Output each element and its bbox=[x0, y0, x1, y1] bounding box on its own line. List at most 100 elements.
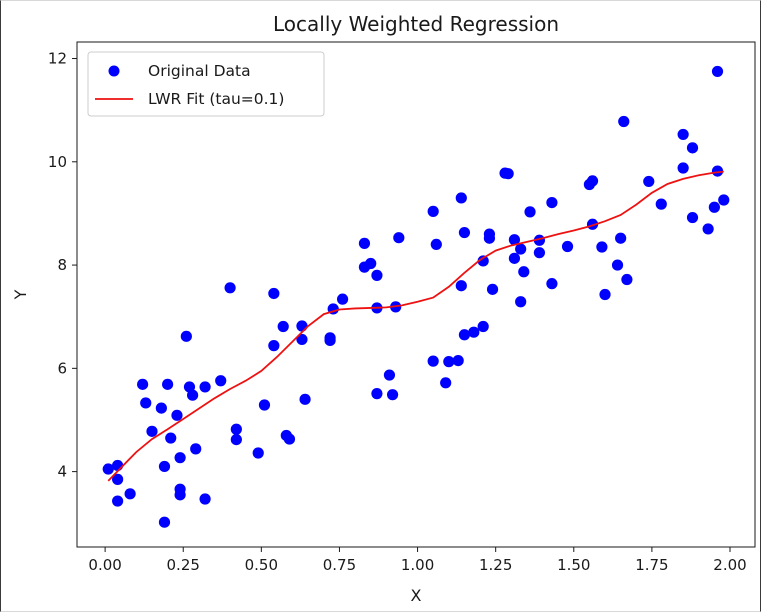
data-point-25 bbox=[230, 434, 242, 446]
data-point-8 bbox=[155, 402, 167, 414]
data-point-27 bbox=[252, 447, 264, 459]
scatter-series bbox=[102, 65, 730, 528]
data-point-87 bbox=[618, 115, 630, 128]
data-point-46 bbox=[371, 388, 383, 400]
legend: Original Data LWR Fit (tau=0.1) bbox=[87, 51, 325, 117]
data-point-43 bbox=[365, 257, 377, 270]
data-point-94 bbox=[686, 211, 699, 224]
data-point-21 bbox=[199, 381, 211, 393]
y-axis: 4 6 8 10 12 bbox=[48, 50, 77, 481]
data-point-12 bbox=[165, 432, 177, 444]
data-point-58 bbox=[455, 280, 467, 292]
data-point-48 bbox=[386, 389, 399, 401]
data-point-55 bbox=[443, 356, 455, 368]
data-point-54 bbox=[440, 377, 452, 389]
data-point-62 bbox=[477, 255, 489, 267]
data-point-14 bbox=[174, 452, 186, 464]
data-point-98 bbox=[711, 65, 724, 78]
data-point-10 bbox=[158, 460, 171, 473]
data-point-7 bbox=[146, 425, 158, 437]
data-point-91 bbox=[677, 128, 689, 141]
x-tick-label: 0.75 bbox=[323, 556, 356, 574]
data-point-28 bbox=[258, 399, 271, 411]
data-point-95 bbox=[702, 223, 714, 235]
y-axis-label: Y bbox=[11, 289, 30, 300]
data-point-83 bbox=[596, 241, 608, 253]
data-point-93 bbox=[686, 142, 699, 154]
data-point-47 bbox=[383, 369, 396, 381]
data-point-44 bbox=[371, 269, 383, 281]
data-point-1 bbox=[112, 459, 124, 472]
data-point-34 bbox=[296, 320, 308, 332]
x-tick-label: 1.25 bbox=[479, 556, 512, 574]
data-point-23 bbox=[215, 375, 227, 387]
data-point-26 bbox=[230, 423, 242, 435]
data-point-2 bbox=[112, 473, 124, 485]
data-point-60 bbox=[458, 329, 471, 341]
data-point-61 bbox=[468, 326, 480, 338]
x-axis: 0.00 0.25 0.50 0.75 1.00 1.25 1.50 1.75 2.00 bbox=[88, 547, 747, 574]
legend-marker-original-data bbox=[108, 65, 120, 77]
y-tick-label: 12 bbox=[48, 50, 67, 68]
data-point-31 bbox=[277, 320, 289, 333]
y-tick-label: 6 bbox=[57, 359, 67, 377]
data-point-71 bbox=[515, 243, 527, 255]
data-point-6 bbox=[140, 397, 152, 409]
data-point-90 bbox=[655, 198, 667, 210]
data-point-19 bbox=[187, 389, 199, 401]
x-tick-label: 1.00 bbox=[401, 556, 434, 574]
data-point-96 bbox=[708, 201, 720, 213]
data-point-82 bbox=[586, 175, 599, 187]
x-tick-label: 1.75 bbox=[635, 556, 668, 574]
data-point-69 bbox=[508, 234, 521, 246]
data-point-29 bbox=[268, 287, 280, 300]
data-point-3 bbox=[112, 495, 124, 507]
data-point-38 bbox=[324, 332, 336, 344]
data-point-77 bbox=[546, 196, 558, 209]
x-tick-label: 1.50 bbox=[557, 556, 590, 574]
data-point-20 bbox=[190, 443, 202, 455]
data-point-50 bbox=[393, 232, 405, 244]
data-point-11 bbox=[162, 378, 174, 390]
data-point-53 bbox=[430, 238, 442, 251]
data-point-13 bbox=[171, 409, 183, 421]
y-tick-label: 8 bbox=[57, 256, 67, 274]
data-point-56 bbox=[452, 354, 464, 367]
data-point-79 bbox=[561, 240, 574, 253]
data-point-5 bbox=[137, 378, 149, 390]
data-point-9 bbox=[158, 516, 171, 528]
chart-title: Locally Weighted Regression bbox=[273, 12, 559, 36]
legend-box bbox=[87, 51, 325, 117]
data-point-73 bbox=[518, 266, 530, 278]
data-point-84 bbox=[599, 288, 611, 301]
data-point-16 bbox=[174, 489, 186, 501]
data-point-72 bbox=[515, 296, 527, 308]
data-point-4 bbox=[124, 488, 136, 500]
data-point-99 bbox=[718, 194, 730, 206]
data-point-86 bbox=[615, 232, 627, 244]
data-point-41 bbox=[358, 237, 371, 249]
data-point-74 bbox=[524, 206, 536, 218]
data-point-59 bbox=[458, 226, 471, 239]
data-point-68 bbox=[502, 168, 514, 180]
data-point-85 bbox=[611, 259, 624, 271]
legend-label-original-data: Original Data bbox=[148, 62, 251, 80]
data-point-57 bbox=[455, 192, 467, 204]
data-point-76 bbox=[533, 247, 546, 259]
y-tick-label: 10 bbox=[48, 153, 67, 171]
data-point-33 bbox=[283, 433, 296, 445]
data-point-97 bbox=[711, 165, 724, 177]
data-point-51 bbox=[427, 205, 439, 217]
x-tick-label: 2.00 bbox=[713, 556, 746, 574]
data-point-24 bbox=[224, 282, 236, 294]
data-point-30 bbox=[268, 340, 280, 352]
data-point-88 bbox=[621, 273, 633, 286]
data-point-65 bbox=[483, 232, 496, 244]
x-axis-label: X bbox=[411, 586, 422, 605]
fit-series bbox=[107, 170, 724, 482]
lwr-fit-line bbox=[107, 170, 724, 482]
data-point-89 bbox=[643, 175, 655, 188]
data-point-36 bbox=[299, 393, 311, 405]
data-point-66 bbox=[486, 283, 499, 295]
